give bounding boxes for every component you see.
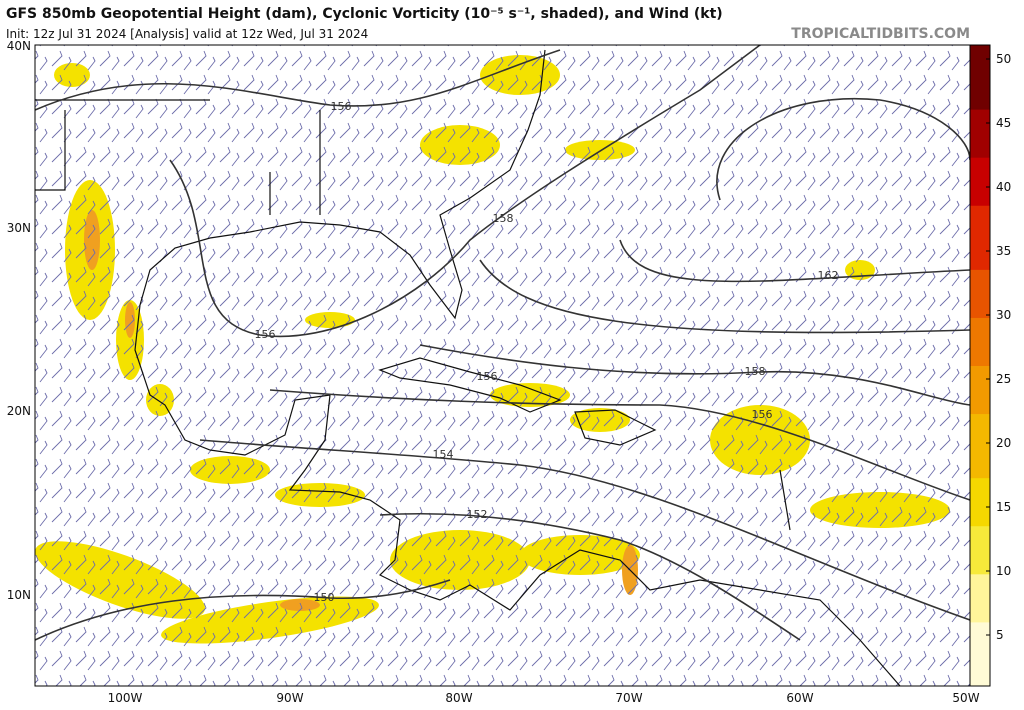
colorbar-cell xyxy=(970,653,990,671)
lat-label: 30N xyxy=(7,221,31,235)
contour-label: 156 xyxy=(331,100,352,113)
colorbar-cell xyxy=(970,237,990,254)
colorbar-cell xyxy=(970,109,990,126)
contour-label: 154 xyxy=(433,448,454,461)
lat-label: 40N xyxy=(7,39,31,53)
lon-label: 70W xyxy=(615,691,642,705)
colorbar-cell xyxy=(970,349,990,366)
colorbar-cell xyxy=(970,205,990,222)
colorbar: 5 10 15 20 25 30 35 40 45 50 xyxy=(969,44,1011,687)
colorbar-cell xyxy=(970,461,990,479)
colorbar-cell xyxy=(970,669,990,687)
colorbar-cell xyxy=(970,493,990,511)
colorbar-cell xyxy=(970,61,990,78)
colorbar-cell xyxy=(970,605,990,623)
lat-label: 20N xyxy=(7,404,31,418)
colorbar-cell xyxy=(970,637,990,655)
lon-labels: 100W 90W 80W 70W 60W 50W xyxy=(108,691,980,705)
colorbar-cell xyxy=(970,141,990,158)
colorbar-tick-label: 5 xyxy=(996,628,1004,642)
colorbar-cell xyxy=(970,381,990,399)
colorbar-tick-label: 35 xyxy=(996,244,1011,258)
colorbar-cell xyxy=(970,509,990,527)
colorbar-cell xyxy=(970,365,990,383)
lon-label: 100W xyxy=(108,691,143,705)
colorbar-tick-label: 25 xyxy=(996,372,1011,386)
coastlines xyxy=(35,49,901,686)
lat-label: 10N xyxy=(7,588,31,602)
colorbar-cell xyxy=(970,589,990,607)
colorbar-cell xyxy=(970,413,990,431)
contour-label: 158 xyxy=(493,212,514,225)
title: GFS 850mb Geopotential Height (dam), Cyc… xyxy=(6,6,723,22)
colorbar-cell xyxy=(970,445,990,463)
contour-label: 152 xyxy=(467,508,488,521)
colorbar-cell xyxy=(970,269,990,286)
colorbar-cell xyxy=(970,253,990,270)
contour-label: 150 xyxy=(314,591,335,604)
lon-label: 80W xyxy=(445,691,472,705)
colorbar-cell xyxy=(970,541,990,559)
colorbar-cell xyxy=(970,157,990,174)
colorbar-cell xyxy=(970,333,990,350)
site-name: TROPICALTIDBITS.COM xyxy=(791,26,970,42)
colorbar-tick-label: 50 xyxy=(996,52,1011,66)
colorbar-cell xyxy=(970,221,990,238)
contour-label: 156 xyxy=(752,408,773,421)
colorbar-cell xyxy=(970,557,990,575)
map: 156 158 162 156 156 158 156 154 152 150 xyxy=(35,45,970,686)
height-contours xyxy=(35,45,970,641)
contour-labels: 156 158 162 156 156 158 156 154 152 150 xyxy=(255,100,839,604)
colorbar-cell xyxy=(970,45,990,62)
colorbar-cell xyxy=(970,429,990,447)
colorbar-cell xyxy=(970,173,990,190)
colorbar-cell xyxy=(970,477,990,495)
colorbar-cell xyxy=(970,317,990,334)
colorbar-tick-label: 30 xyxy=(996,308,1011,322)
colorbar-tick-label: 10 xyxy=(996,564,1011,578)
lat-labels: 40N 30N 20N 10N xyxy=(7,39,31,602)
colorbar-cell xyxy=(970,525,990,543)
colorbar-cell xyxy=(970,397,990,415)
colorbar-cell xyxy=(970,285,990,302)
init-line: Init: 12z Jul 31 2024 [Analysis] valid a… xyxy=(6,27,368,41)
contour-label: 158 xyxy=(745,365,766,378)
colorbar-cell xyxy=(970,573,990,591)
colorbar-cell xyxy=(970,77,990,94)
colorbar-cell xyxy=(970,93,990,110)
lon-label: 50W xyxy=(952,691,979,705)
colorbar-cell xyxy=(970,125,990,142)
colorbar-tick-label: 40 xyxy=(996,180,1011,194)
colorbar-cell xyxy=(970,301,990,318)
lon-label: 90W xyxy=(276,691,303,705)
contour-label: 156 xyxy=(477,370,498,383)
wind-barbs xyxy=(35,45,970,686)
colorbar-tick-label: 20 xyxy=(996,436,1011,450)
colorbar-tick-label: 45 xyxy=(996,116,1011,130)
colorbar-cell xyxy=(970,189,990,206)
contour-label: 156 xyxy=(255,328,276,341)
colorbar-frame xyxy=(969,44,991,687)
colorbar-tick-label: 15 xyxy=(996,500,1011,514)
lon-label: 60W xyxy=(786,691,813,705)
contour-label: 162 xyxy=(818,269,839,282)
colorbar-cell xyxy=(970,621,990,639)
